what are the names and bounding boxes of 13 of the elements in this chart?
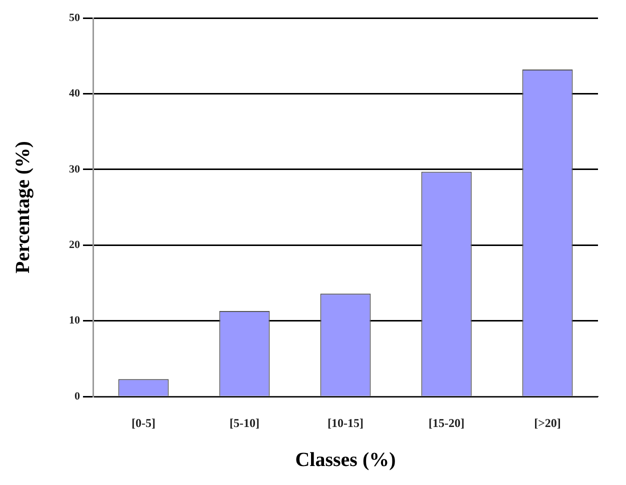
x-tick-label: [5-10] <box>230 416 260 430</box>
y-tick-label: 20 <box>69 239 80 252</box>
x-axis-title: Classes (%) <box>295 449 396 472</box>
y-axis-title: Percentage (%) <box>12 141 34 274</box>
x-tick-label: [10-15] <box>328 416 364 430</box>
y-tick-label: 0 <box>74 390 80 402</box>
x-tick-label: [0-5] <box>132 416 156 430</box>
x-tick-label: [15-20] <box>428 416 464 430</box>
y-tick-label: 50 <box>69 12 80 24</box>
y-tick-label: 10 <box>69 314 80 327</box>
y-tick-label: 40 <box>69 88 80 100</box>
x-tick-label: [>20] <box>534 416 561 430</box>
y-tick-label: 30 <box>69 163 80 176</box>
